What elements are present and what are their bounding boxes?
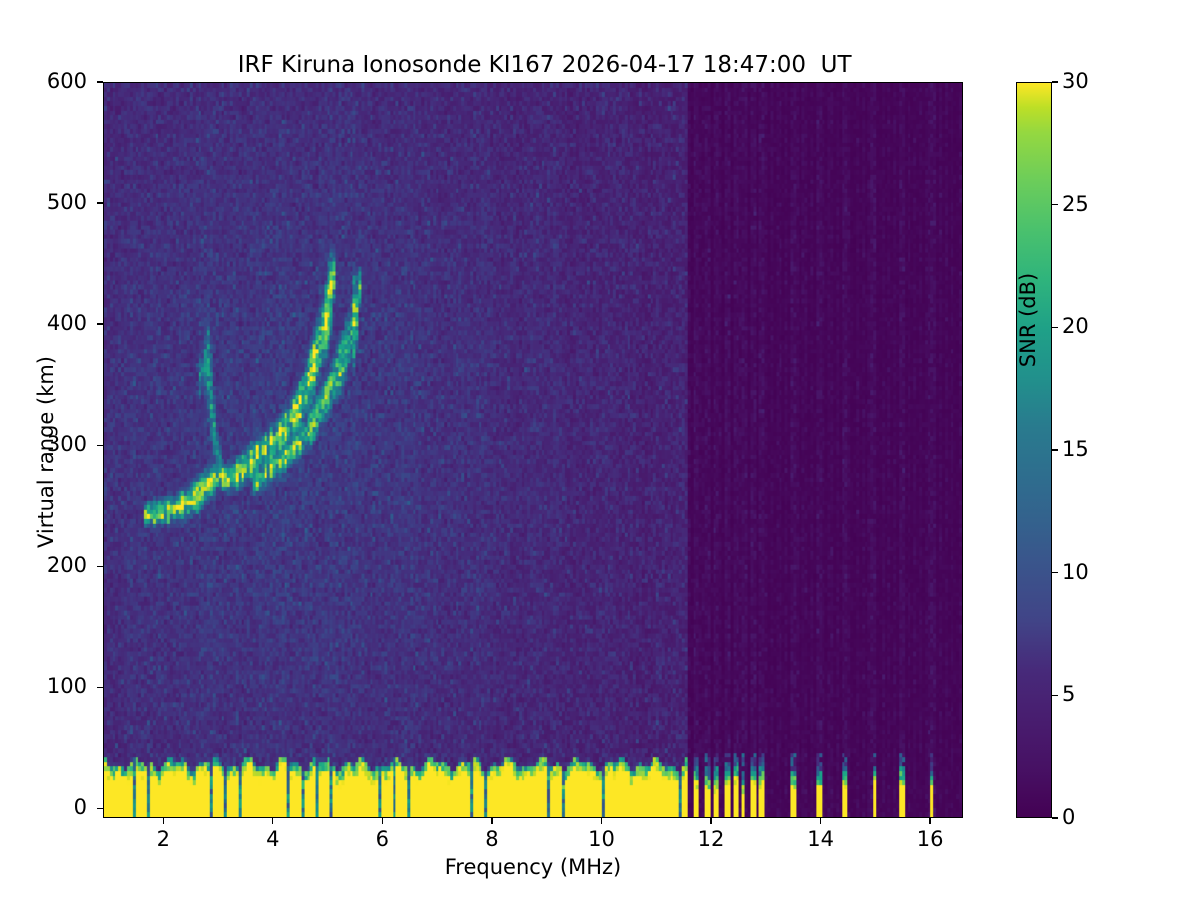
- colorbar-label: SNR (dB): [1016, 272, 1040, 368]
- x-tick-label: 14: [807, 827, 834, 851]
- colorbar-tick-mark: [1052, 694, 1058, 696]
- x-tick-label: 6: [375, 827, 390, 851]
- x-tick-label: 2: [156, 827, 170, 851]
- colorbar-tick-mark: [1052, 326, 1058, 328]
- colorbar-tick-label: 30: [1062, 69, 1089, 93]
- title-line-1: IRF Kiruna Ionosonde KI167 2026-04-17 18…: [237, 52, 852, 78]
- colorbar-tick-label: 25: [1062, 191, 1089, 216]
- x-tick-mark: [272, 818, 274, 824]
- colorbar-tick-label: 5: [1062, 682, 1076, 707]
- y-tick-label: 0: [73, 795, 87, 820]
- y-tick-mark: [97, 807, 103, 809]
- colorbar: [1016, 82, 1052, 818]
- x-tick-label: 4: [266, 827, 280, 851]
- colorbar-tick-mark: [1052, 572, 1058, 574]
- x-tick-mark: [162, 818, 164, 824]
- y-tick-label: 600: [46, 69, 87, 93]
- colorbar-tick-mark: [1052, 449, 1058, 451]
- colorbar-tick-label: 10: [1062, 559, 1089, 584]
- ionogram-plot-area: [103, 82, 963, 818]
- colorbar-tick-mark: [1052, 81, 1058, 83]
- x-tick-label: 10: [588, 827, 615, 851]
- ionogram-heatmap: [104, 83, 962, 817]
- y-tick-mark: [97, 686, 103, 688]
- colorbar-tick-label: 15: [1062, 437, 1089, 461]
- y-axis-label: Virtual range (km): [34, 355, 58, 549]
- y-tick-label: 100: [46, 674, 87, 699]
- y-tick-mark: [97, 565, 103, 567]
- colorbar-tick-label: 0: [1062, 805, 1076, 829]
- x-tick-mark: [491, 818, 493, 824]
- colorbar-tick-mark: [1052, 817, 1058, 819]
- x-tick-label: 12: [697, 827, 725, 851]
- x-tick-mark: [819, 818, 822, 824]
- colorbar-tick-mark: [1052, 204, 1058, 206]
- y-tick-mark: [97, 81, 103, 83]
- y-tick-label: 500: [46, 190, 87, 215]
- x-tick-mark: [600, 818, 603, 824]
- x-tick-mark: [710, 818, 712, 824]
- x-axis-label: Frequency (MHz): [444, 855, 622, 879]
- y-tick-label: 400: [46, 311, 87, 336]
- x-tick-mark: [929, 818, 931, 824]
- y-tick-mark: [97, 323, 103, 325]
- y-tick-mark: [97, 202, 103, 204]
- colorbar-tick-label: 20: [1062, 314, 1089, 339]
- y-tick-mark: [97, 444, 103, 446]
- x-tick-label: 8: [485, 827, 499, 851]
- y-tick-label: 300: [46, 432, 87, 457]
- x-tick-mark: [381, 818, 383, 824]
- x-tick-label: 16: [916, 827, 944, 851]
- y-tick-label: 200: [46, 553, 87, 578]
